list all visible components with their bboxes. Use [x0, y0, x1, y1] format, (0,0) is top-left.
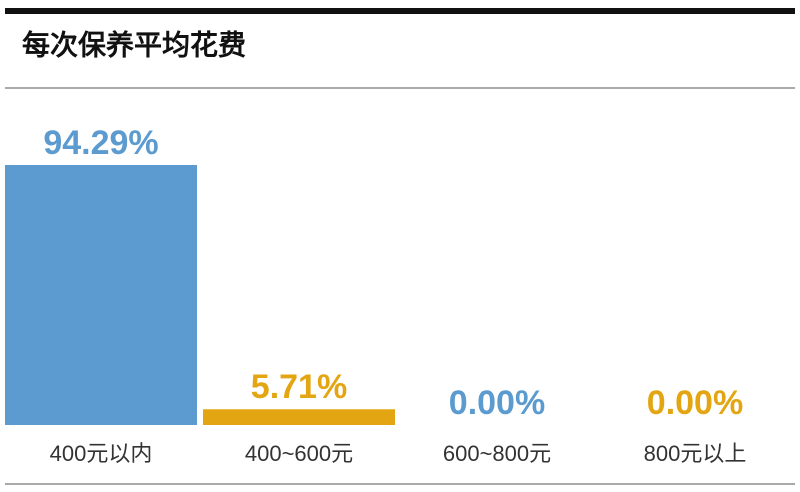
category-label: 400~600元 [245, 441, 353, 466]
category-label: 400元以内 [50, 441, 153, 466]
value-label: 0.00% [647, 384, 743, 422]
bar [203, 409, 395, 425]
value-label: 94.29% [43, 124, 158, 162]
category-label: 800元以上 [644, 441, 747, 466]
value-label: 0.00% [449, 384, 545, 422]
bar [5, 165, 197, 425]
value-label: 5.71% [251, 368, 347, 406]
category-label: 600~800元 [443, 441, 551, 466]
chart-title: 每次保养平均花费 [22, 28, 246, 60]
top-rule [5, 8, 795, 14]
